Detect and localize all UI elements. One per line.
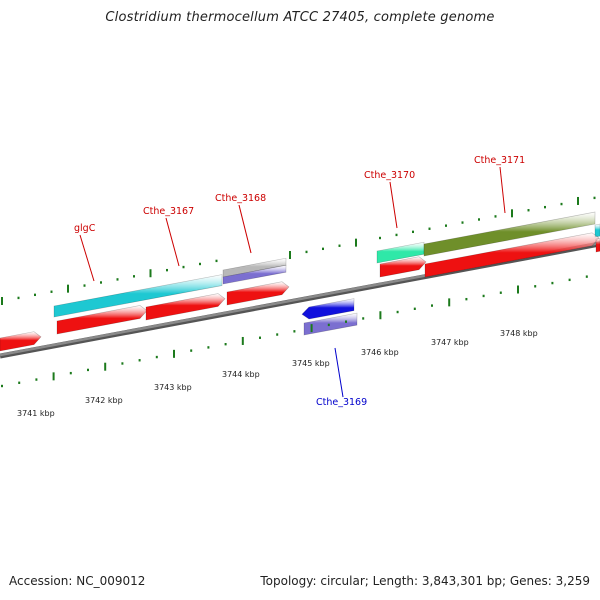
feature-bar-glgc (53, 274, 223, 318)
gene-label: Cthe_3171 (474, 155, 525, 166)
feature-bar-cthe3169 (303, 312, 358, 336)
gene-leader-line (238, 204, 252, 254)
gene-label: Cthe_3170 (364, 170, 415, 181)
accession-label: Accession: NC_009012 (9, 574, 146, 588)
gene-arrow-cthe3170 (379, 256, 427, 278)
feature-bar-cthe3171 (423, 211, 596, 257)
gene-leader-line (334, 347, 344, 398)
scale-label: 3741 kbp (17, 409, 55, 418)
gene-arrow-forward-left-edge (0, 331, 42, 352)
scale-label: 3745 kbp (292, 359, 330, 368)
map-title: Clostridium thermocellum ATCC 27405, com… (105, 10, 495, 25)
scale-label: 3747 kbp (431, 338, 469, 347)
gene-arrow-cthe3168 (226, 281, 290, 306)
scale-label: 3748 kbp (500, 329, 538, 338)
gene-label: Cthe_3167 (143, 206, 194, 217)
scale-label: 3742 kbp (85, 396, 123, 405)
gene-leader-line (389, 181, 398, 229)
genome-summary: Topology: circular; Length: 3,843,301 bp… (260, 574, 590, 588)
feature-bar-edge (594, 223, 600, 238)
gene-arrow-cthe3169 (301, 298, 355, 320)
gene-leader-line (79, 234, 95, 282)
scale-label: 3746 kbp (361, 348, 399, 357)
gene-arrow-forward-right-edge (595, 237, 600, 253)
gene-label: glgC (74, 223, 96, 234)
gene-leader-line (499, 166, 506, 214)
gene-leader-line (165, 217, 180, 267)
gene-arrow-cthe3167 (145, 293, 226, 321)
feature-bar-cthe3168-lower (222, 264, 287, 285)
gene-label: Cthe_3169 (316, 397, 367, 408)
gene-label: Cthe_3168 (215, 193, 266, 204)
gene-arrow-glgc (56, 305, 148, 335)
gene-arrow-cthe3171 (424, 232, 600, 278)
scale-label: 3744 kbp (222, 370, 260, 379)
scale-label: 3743 kbp (154, 383, 192, 392)
